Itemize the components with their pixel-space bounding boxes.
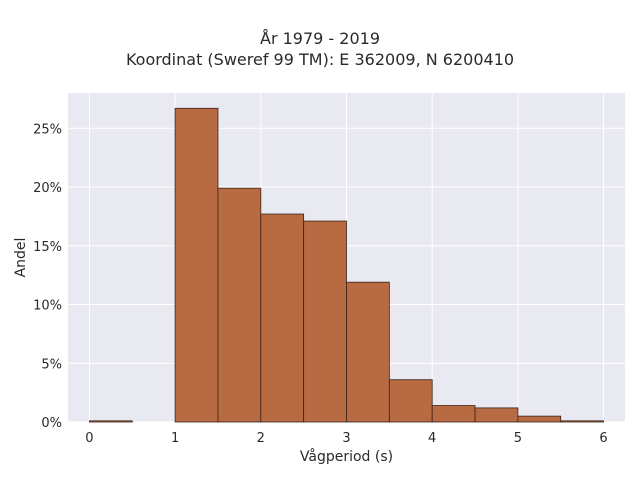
x-tick-label: 4 <box>428 431 436 446</box>
histogram-bar <box>474 407 519 423</box>
tick-labels: 0 1 2 3 4 5 6 0% 5% 10% 15% 20% 25% <box>33 122 608 446</box>
y-tick-label: 15% <box>33 240 62 255</box>
y-tick-label: 20% <box>33 181 62 196</box>
x-tick-label: 1 <box>171 431 179 446</box>
histogram-bar <box>517 415 562 423</box>
histogram-bar <box>89 420 133 423</box>
histogram-bar <box>346 281 390 423</box>
histogram-bar <box>388 379 433 423</box>
y-tick-label: 0% <box>41 416 62 431</box>
x-tick-label: 3 <box>342 431 350 446</box>
bars <box>89 107 604 423</box>
histogram-bar <box>560 420 604 423</box>
y-tick-label: 5% <box>41 357 62 372</box>
x-tick-label: 6 <box>599 431 607 446</box>
x-tick-label: 5 <box>514 431 522 446</box>
chart-subtitle: Koordinat (Sweref 99 TM): E 362009, N 62… <box>125 50 515 69</box>
histogram-bar <box>217 187 262 423</box>
y-axis-label: Andel <box>13 238 29 278</box>
histogram-bar <box>431 405 476 423</box>
y-tick-label: 10% <box>33 299 62 314</box>
x-tick-label: 2 <box>257 431 265 446</box>
y-tick-label: 25% <box>33 122 62 137</box>
x-tick-label: 0 <box>85 431 93 446</box>
histogram-bar <box>174 107 219 423</box>
histogram-bar <box>260 213 305 423</box>
histogram-bar <box>303 220 347 423</box>
x-axis-label: Vågperiod (s) <box>300 448 393 465</box>
chart-title: År 1979 - 2019 <box>260 29 380 48</box>
